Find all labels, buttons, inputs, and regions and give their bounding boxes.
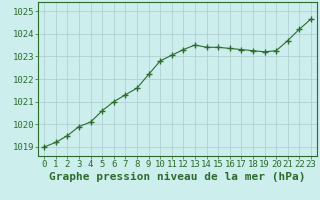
X-axis label: Graphe pression niveau de la mer (hPa): Graphe pression niveau de la mer (hPa) [49, 172, 306, 182]
